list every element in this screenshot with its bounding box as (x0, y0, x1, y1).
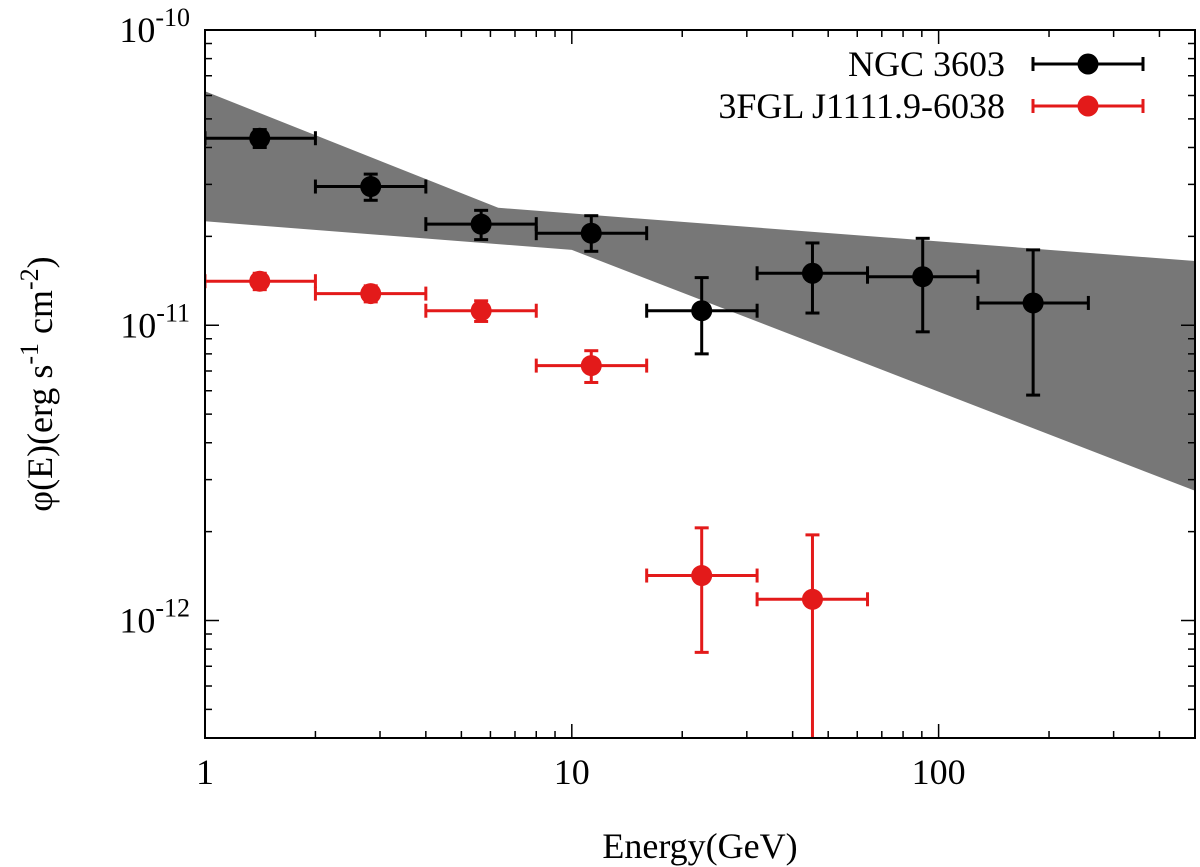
data-point (249, 270, 271, 292)
legend-dot (1077, 53, 1099, 75)
series-1 (205, 270, 870, 738)
y-tick-label-exponent: -10 (155, 3, 190, 32)
x-tick-label: 1 (196, 752, 214, 792)
y-axis-title-main: φ(E)(erg s (20, 365, 60, 512)
data-point (470, 300, 492, 322)
model-band-layer (205, 91, 1195, 491)
legend: NGC 3603 3FGL J1111.9-6038 (718, 44, 1145, 126)
y-axis-title-exp2: -2 (15, 268, 44, 290)
y-tick-label-base: 10 (119, 10, 155, 50)
data-point (801, 262, 823, 284)
data-point (691, 300, 713, 322)
data-point (470, 213, 492, 235)
x-tick-labels: 1 10 100 (196, 752, 966, 792)
data-point (580, 355, 602, 377)
y-tick-label: 10-12 (119, 594, 190, 641)
data-point (580, 222, 602, 244)
data-series-layer (205, 127, 1090, 738)
y-axis-title-mid: cm (20, 290, 60, 343)
legend-marker-3fgl (1031, 95, 1145, 117)
x-tick-label: 100 (912, 752, 966, 792)
model-band (205, 91, 1195, 491)
y-tick-label-base: 10 (119, 601, 155, 641)
x-axis-title: Energy(GeV) (602, 826, 797, 866)
y-axis-title: φ(E)(erg s-1 cm-2) (15, 256, 60, 511)
y-tick-label: 10-10 (119, 3, 190, 50)
data-point (801, 588, 823, 610)
legend-marker-ngc3603 (1031, 53, 1145, 75)
legend-label-3fgl: 3FGL J1111.9-6038 (718, 86, 1005, 126)
x-tick-label: 10 (554, 752, 590, 792)
data-point (912, 266, 934, 288)
series-0 (205, 127, 1090, 397)
plot-frame (204, 29, 1196, 739)
data-point (249, 127, 271, 149)
data-point (360, 283, 382, 305)
legend-dot (1077, 95, 1099, 117)
y-tick-label-exponent: -12 (155, 594, 190, 623)
data-point (691, 565, 713, 587)
y-axis-title-end: ) (20, 256, 60, 268)
data-point (360, 176, 382, 198)
y-tick-label: 10-11 (120, 298, 190, 345)
legend-label-ngc3603: NGC 3603 (848, 44, 1005, 84)
data-point (1022, 292, 1044, 314)
y-tick-label-exponent: -11 (156, 298, 190, 327)
y-tick-label-base: 10 (120, 305, 156, 345)
y-axis-title-exp1: -1 (15, 343, 44, 365)
